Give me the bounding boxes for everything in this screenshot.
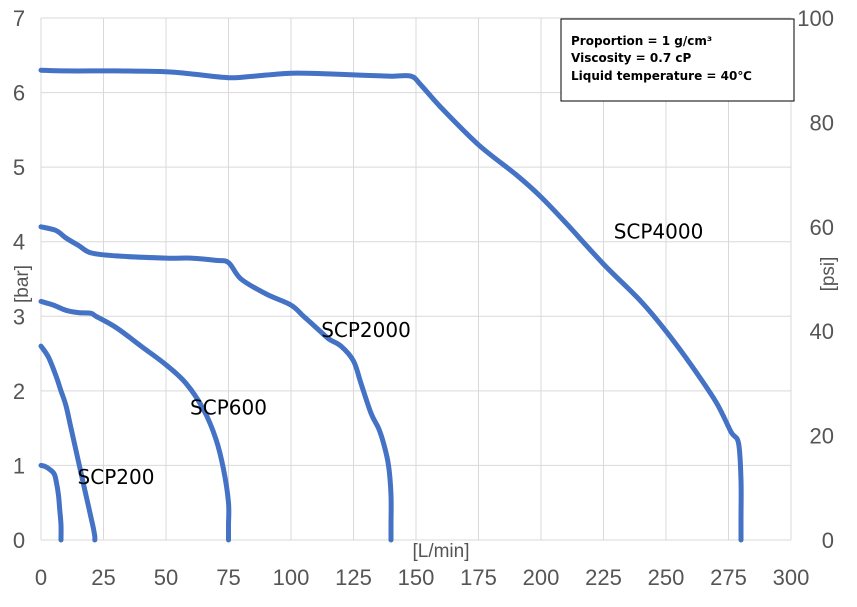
curve-scp600-1 [38,343,98,543]
y-tick-label-5: 5 [13,155,25,180]
series-labels: SCP200 SCP600 SCP2000 SCP4000 [78,220,704,489]
y2-tick-label-2: 40 [810,319,834,344]
left-y-axis-ticks: 0 1 2 3 4 5 6 7 [13,6,25,553]
y-tick-label-3: 3 [13,304,25,329]
x-axis-ticks: 0 25 50 75 100 125 150 175 200 225 250 275 300 [35,565,809,590]
x-tick-label-7: 175 [460,565,497,590]
x-axis-title: [L/min] [412,541,469,562]
x-tick-label-8: 200 [523,565,560,590]
note-liquid-temperature: Liquid temperature = 40℃ [571,69,752,83]
series-label-scp2000: SCP2000 [321,318,411,342]
y-tick-label-7: 7 [13,6,25,31]
x-tick-label-11: 275 [710,565,747,590]
right-y-axis-title: [psi] [818,257,839,292]
x-tick-label-3: 75 [216,565,240,590]
y-tick-label-2: 2 [13,379,25,404]
y-tick-label-6: 6 [13,81,25,106]
conditions-note-box [560,18,795,102]
curve-scp4000-4 [38,67,744,543]
x-tick-label-9: 225 [585,565,622,590]
x-tick-label-5: 125 [335,565,372,590]
x-tick-label-10: 250 [648,565,685,590]
left-y-axis-title: [bar] [12,265,33,303]
y2-tick-label-5: 100 [797,6,834,31]
x-tick-label-0: 0 [35,565,47,590]
curve-scp200-0 [38,462,64,543]
y2-tick-label-3: 60 [810,215,834,240]
x-tick-label-12: 300 [773,565,810,590]
x-tick-label-4: 100 [273,565,310,590]
right-y-axis-ticks: 0 20 40 60 80 100 [797,6,834,553]
y-tick-label-1: 1 [13,453,25,478]
x-tick-label-6: 150 [398,565,435,590]
x-tick-label-2: 50 [154,565,178,590]
pump-curves [38,67,744,543]
series-label-scp600: SCP600 [190,396,267,420]
note-viscosity: Viscosity = 0.7 cP [571,51,691,65]
y-tick-label-4: 4 [13,230,25,255]
curve-scp600-2 [38,298,232,543]
curve-scp2000-3 [38,224,394,543]
series-label-scp200: SCP200 [78,465,155,489]
grid-lines [40,17,792,541]
y-tick-label-0: 0 [13,528,25,553]
y2-tick-label-0: 0 [822,528,834,553]
conditions-note: Proportion = 1 g/cm³ Viscosity = 0.7 cP … [560,18,795,102]
note-proportion: Proportion = 1 g/cm³ [571,34,712,48]
y2-tick-label-4: 80 [810,110,834,135]
x-tick-label-1: 25 [91,565,115,590]
series-label-scp4000: SCP4000 [614,220,704,244]
y2-tick-label-1: 20 [810,424,834,449]
